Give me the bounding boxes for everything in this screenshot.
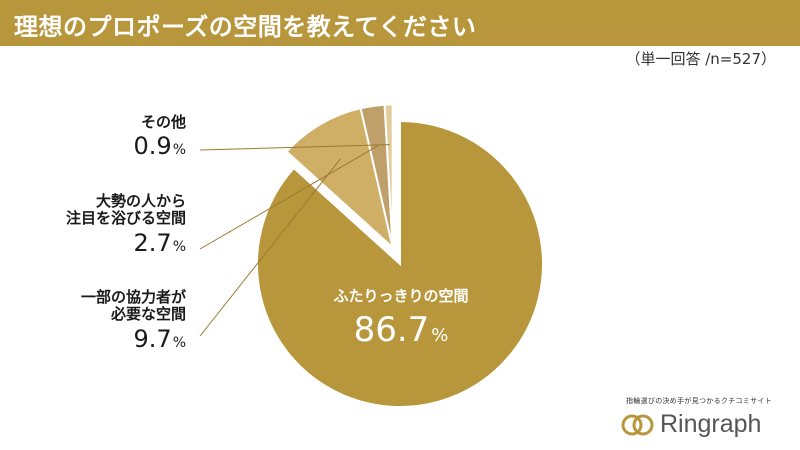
slice-label-helpers-value: 9.7 <box>133 324 172 353</box>
slice-label-other-name: その他 <box>140 113 186 131</box>
double-ring-logo-icon <box>621 414 654 435</box>
slice-label-alone-unit: % <box>431 325 449 346</box>
page-title: 理想のプロポーズの空間を教えてください <box>14 13 477 41</box>
slice-label-helpers-unit: % <box>172 334 186 351</box>
brand-block: 指輪選びの決め手が見つかるクチコミサイト Ringraph <box>620 396 790 439</box>
leader-line-helpers <box>199 158 341 337</box>
response-note: （単一回答 /n=527） <box>625 50 776 68</box>
slice-label-crowd-line2: 注目を浴びる空間 <box>65 209 186 228</box>
leader-line-crowd <box>199 145 379 250</box>
pie-slice-alone <box>256 119 544 408</box>
slice-label-crowd-line1: 大勢の人から <box>95 192 186 210</box>
slice-label-other-unit: % <box>172 142 186 159</box>
pie-slice-helpers <box>285 106 395 251</box>
brand-tagline: 指輪選びの決め手が見つかるクチコミサイト <box>626 397 772 405</box>
slice-label-alone-name: ふたりっきりの空間 <box>333 287 469 305</box>
slice-label-alone-value: 86.7 <box>353 310 430 350</box>
slice-label-crowd-unit: % <box>172 238 186 255</box>
header-bar: 理想のプロポーズの空間を教えてください <box>0 0 800 46</box>
pie-slice-other <box>383 103 394 248</box>
slice-label-other: その他 0.9% <box>0 113 186 161</box>
slice-label-other-value: 0.9 <box>133 132 172 161</box>
slice-label-crowd-value: 2.7 <box>133 228 172 257</box>
slice-label-helpers-line1: 一部の協力者が <box>80 288 186 306</box>
slice-label-helpers-line2: 必要な空間 <box>110 305 186 324</box>
leader-line-other <box>199 144 390 151</box>
slice-label-alone: ふたりっきりの空間 86.7% <box>296 285 506 350</box>
brand-name: Ringraph <box>660 410 762 438</box>
slice-label-crowd: 大勢の人から 注目を浴びる空間 2.7% <box>0 192 186 257</box>
slice-label-helpers: 一部の協力者が 必要な空間 9.7% <box>0 288 186 353</box>
